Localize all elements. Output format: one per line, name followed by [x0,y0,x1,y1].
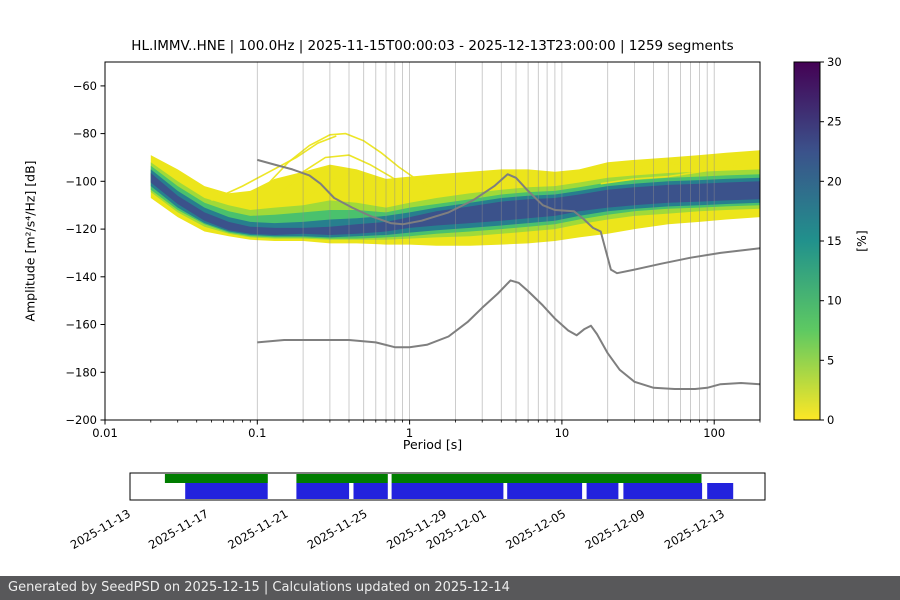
ppsd-plot-svg: 0.01 0.1 1 10 100−60−80−100−120−140−160−180−… [65,55,869,552]
svg-text:−120: −120 [65,222,97,236]
timeline-green-segment [164,474,268,483]
x-axis-label: Period [s] [402,437,463,452]
psd-arc-line [600,161,761,185]
svg-text:0.01: 0.01 [92,426,118,440]
psd-arc-line [302,170,396,202]
psd-arc-line [211,135,337,202]
noise-model-lines [257,158,761,390]
footer-bar: Generated by SeedPSD on 2025-12-15 | Cal… [0,576,900,600]
timeline-date-label: 2025-11-17 [146,506,211,552]
y-axis: −60 −80 −100 −120 −140 −160 −180 −200 [65,79,105,427]
y-axis-label: Amplitude [m²/s⁴/Hz] [dB] [22,160,38,322]
psd-arc-line [579,151,761,175]
svg-text:5: 5 [827,353,834,367]
svg-text:−140: −140 [65,270,97,284]
svg-text:10: 10 [555,426,570,440]
high-noise-model-line [257,158,761,275]
timeline: 2025-11-13 2025-11-17 2025-11-21 2025-11-25… [68,472,766,552]
timeline-blue-segment [586,483,619,499]
svg-text:100: 100 [703,426,725,440]
timeline-date-label: 2025-11-21 [225,506,290,552]
svg-text:0.1: 0.1 [248,426,266,440]
svg-text:−180: −180 [65,365,97,379]
timeline-blue-segment [707,483,734,499]
timeline-blue-segment [185,483,268,499]
psd-arc-line [263,132,433,190]
svg-text:−200: −200 [65,413,97,427]
colorbar-label: [%] [854,230,869,252]
timeline-date-label: 2025-12-05 [503,506,568,552]
chart-title: HL.IMMV..HNE | 100.0Hz | 2025-11-15T00:0… [131,38,734,54]
svg-text:1: 1 [406,426,413,440]
colorbar: 0 5 10 15 20 25 30 [%] [793,55,869,427]
svg-text:−60: −60 [73,79,97,93]
timeline-blue-segment [391,483,504,499]
low-noise-model-line [257,279,761,390]
timeline-date-label: 2025-12-09 [583,506,648,552]
x-axis: 0.01 0.1 1 10 100 [92,420,761,440]
svg-text:15: 15 [827,234,842,248]
svg-text:30: 30 [827,55,842,69]
timeline-green-segment [391,474,702,483]
svg-text:20: 20 [827,174,842,188]
svg-text:−160: −160 [65,318,97,332]
timeline-date-label: 2025-11-13 [68,506,133,552]
svg-text:−100: −100 [65,174,97,188]
svg-text:10: 10 [827,294,842,308]
svg-text:25: 25 [827,115,842,129]
timeline-blue-segment [507,483,583,499]
timeline-blue-segment [623,483,703,499]
timeline-blue-segment [296,483,350,499]
timeline-date-label: 2025-11-25 [305,506,370,552]
timeline-green-segment [296,474,388,483]
timeline-date-label: 2025-12-13 [662,506,727,552]
svg-text:−80: −80 [73,127,97,141]
plot-frame [104,61,761,421]
svg-text:0: 0 [827,413,834,427]
footer-text: Generated by SeedPSD on 2025-12-15 | Cal… [8,580,510,595]
timeline-blue-segment [353,483,388,499]
